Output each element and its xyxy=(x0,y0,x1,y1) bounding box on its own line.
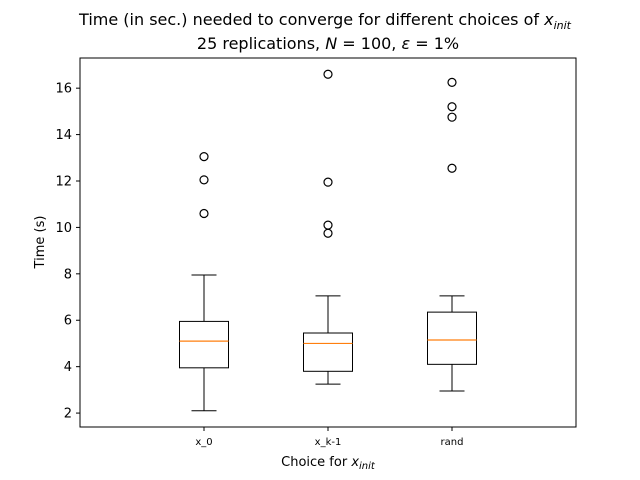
y-tick-label: 2 xyxy=(64,407,72,422)
title-epsilon-value: = 1% xyxy=(410,34,459,53)
title-math-x: x xyxy=(543,10,554,29)
outlier-point xyxy=(447,77,457,87)
chart-title-line-1: Time (in sec.) needed to converge for di… xyxy=(78,10,572,32)
outlier-point xyxy=(447,112,457,122)
iqr-box xyxy=(303,332,353,372)
y-tick-label: 4 xyxy=(64,360,72,375)
iqr-box xyxy=(427,311,477,365)
outlier-point xyxy=(199,152,209,162)
outlier-point xyxy=(447,163,457,173)
x-axis-ticks: x_0 x_k-1 rand xyxy=(195,427,463,448)
x-tick-label: x_0 xyxy=(195,437,212,448)
outlier-point xyxy=(323,220,333,230)
x-axis-label: Choice for xinit xyxy=(281,455,376,472)
title-N-symbol: N xyxy=(325,34,337,53)
title-N-value: = 100, xyxy=(337,34,401,53)
y-axis-ticks: 2 4 6 8 10 12 14 16 xyxy=(55,82,80,422)
title-line-1-text: Time (in sec.) needed to converge for di… xyxy=(78,10,544,29)
title-epsilon-symbol: ε xyxy=(401,34,410,53)
y-tick-label: 14 xyxy=(55,128,72,143)
outlier-point xyxy=(323,177,333,187)
x-axis-label-sub: init xyxy=(359,461,376,472)
title-line-2-text: 25 replications, xyxy=(197,34,325,53)
outlier-point xyxy=(199,208,209,219)
outlier-point xyxy=(199,175,209,185)
y-tick-label: 10 xyxy=(55,221,72,236)
box-series xyxy=(179,69,477,412)
outlier-point xyxy=(323,69,333,79)
y-axis-label: Time (s) xyxy=(33,216,48,270)
iqr-box xyxy=(179,320,229,369)
y-tick-label: 12 xyxy=(55,175,72,190)
y-tick-label: 16 xyxy=(55,82,72,97)
outlier-point xyxy=(323,228,333,238)
title-math-sub: init xyxy=(554,19,572,32)
outlier-point xyxy=(447,102,457,112)
x-tick-label: x_k-1 xyxy=(315,437,342,448)
y-tick-label: 8 xyxy=(64,267,72,282)
x-axis-label-text: Choice for xyxy=(281,455,351,470)
x-tick-label: rand xyxy=(441,437,464,448)
box-x_0 xyxy=(179,152,229,412)
y-tick-label: 6 xyxy=(64,314,72,329)
x-axis-label-math: x xyxy=(350,455,359,470)
chart-title-line-2: 25 replications, N = 100, ε = 1% xyxy=(197,34,459,53)
box-rand xyxy=(427,77,477,392)
box-x_k-1 xyxy=(303,69,353,385)
